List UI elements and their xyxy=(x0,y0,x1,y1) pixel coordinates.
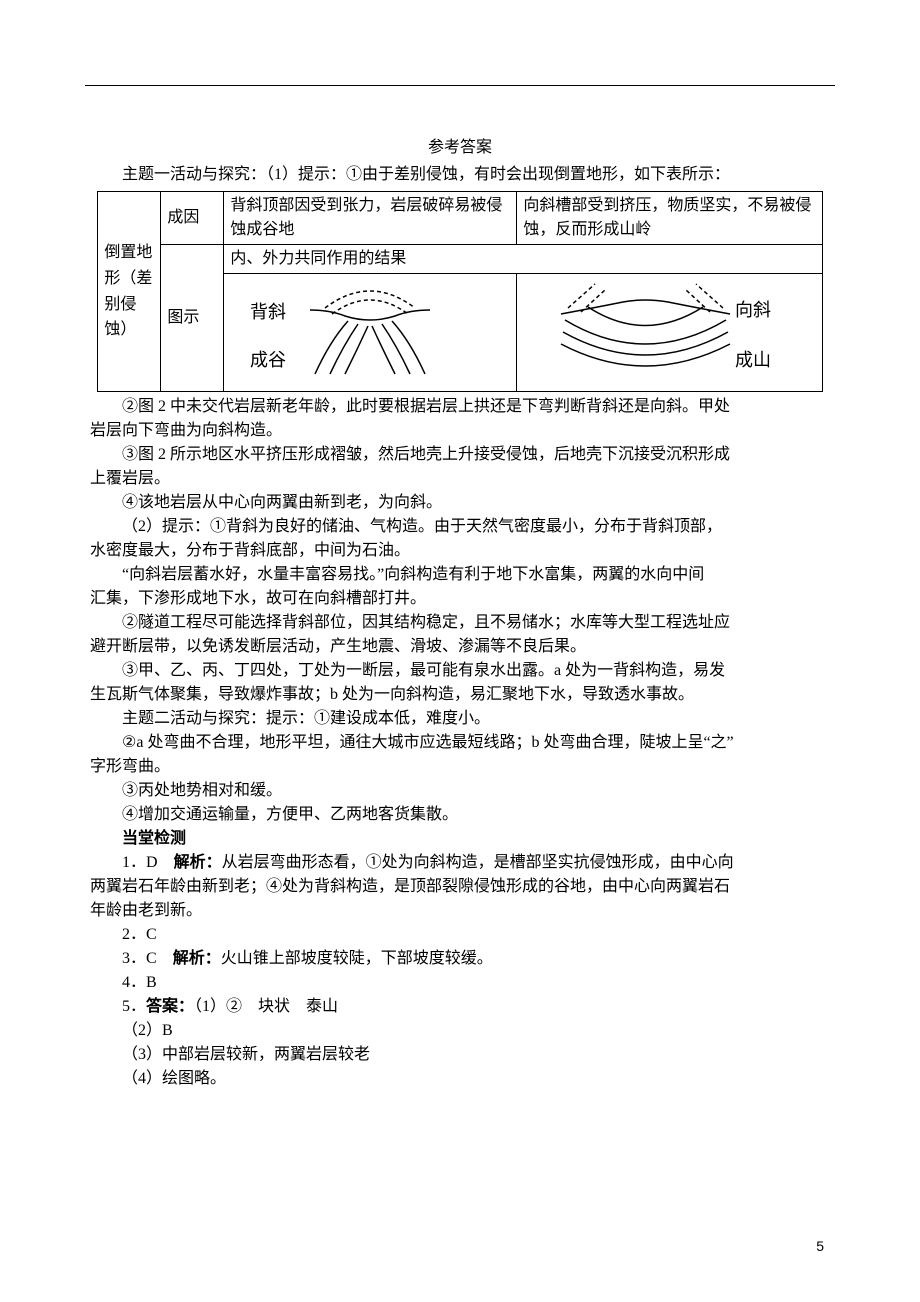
para-3b: 上覆岩层。 xyxy=(90,467,830,491)
syncline-label-1: 向斜 xyxy=(735,300,771,320)
answer-2: 2．C xyxy=(90,923,830,947)
header-rule xyxy=(85,85,835,86)
syncline-diagram: 向斜 成山 xyxy=(517,274,822,392)
answer-1a: 1．D 解析：从岩层弯曲形态看，①处为向斜构造，是槽部坚实抗侵蚀形成，由中心向 xyxy=(90,851,830,875)
para-6a: “向斜岩层蓄水好，水量丰富容易找。”向斜构造有利于地下水富集，两翼的水向中间 xyxy=(90,563,830,587)
para-5b: 水密度最大，分布于背斜底部，中间为石油。 xyxy=(90,539,830,563)
merged-caption: 内、外力共同作用的结果 xyxy=(224,245,822,274)
anticline-diagram: 背斜 成谷 xyxy=(224,274,517,392)
para-12: ④增加交通运输量，方便甲、乙两地客货集散。 xyxy=(90,803,830,827)
para-3a: ③图 2 所示地区水平挤压形成褶皱，然后地壳上升接受侵蚀，后地壳下沉接受沉积形成 xyxy=(90,443,830,467)
page-number: 5 xyxy=(816,1236,824,1257)
answer-1c: 年龄由老到新。 xyxy=(90,899,830,923)
row-header: 倒置地形（差别侵蚀） xyxy=(98,192,161,392)
anticline-label-1: 背斜 xyxy=(250,302,286,322)
cause-left: 背斜顶部因受到张力，岩层破碎易被侵蚀成谷地 xyxy=(224,192,517,245)
syncline-label-2: 成山 xyxy=(735,350,771,370)
diagram-label: 图示 xyxy=(161,245,224,392)
anticline-label-2: 成谷 xyxy=(250,350,286,370)
answer-5: 5．答案：（1）② 块状 泰山 xyxy=(90,995,830,1019)
para-8b: 生瓦斯气体聚集，导致爆炸事故；b 处为一向斜构造，易汇聚地下水，导致透水事故。 xyxy=(90,683,830,707)
syncline-svg: 向斜 成山 xyxy=(523,276,793,381)
para-8a: ③甲、乙、丙、丁四处，丁处为一断层，最可能有泉水出露。a 处为一背斜构造，易发 xyxy=(90,659,830,683)
answer-5-2: （2）B xyxy=(90,1019,830,1043)
para-10a: ②a 处弯曲不合理，地形平坦，通往大城市应选最短线路；b 处弯曲合理，陡坡上呈“… xyxy=(90,731,830,755)
answer-4: 4．B xyxy=(90,971,830,995)
para-7a: ②隧道工程尽可能选择背斜部位，因其结构稳定，且不易储水；水库等大型工程选址应 xyxy=(90,611,830,635)
para-2a: ②图 2 中未交代岩层新老年龄，此时要根据岩层上拱还是下弯判断背斜还是向斜。甲处 xyxy=(90,395,830,419)
para-4: ④该地岩层从中心向两翼由新到老，为向斜。 xyxy=(90,491,830,515)
answer-5-4: （4）绘图略。 xyxy=(90,1067,830,1091)
para-10b: 字形弯曲。 xyxy=(90,755,830,779)
topography-table: 倒置地形（差别侵蚀） 成因 背斜顶部因受到张力，岩层破碎易被侵蚀成谷地 向斜槽部… xyxy=(97,191,822,392)
answer-1b: 两翼岩石年龄由新到老；④处为背斜构造，是顶部裂隙侵蚀形成的谷地，由中心向两翼岩石 xyxy=(90,875,830,899)
exam-heading: 当堂检测 xyxy=(90,827,830,851)
para-9: 主题二活动与探究：提示：①建设成本低，难度小。 xyxy=(90,707,830,731)
para-7b: 避开断层带，以免诱发断层活动，产生地震、滑坡、渗漏等不良后果。 xyxy=(90,635,830,659)
answer-3: 3．C 解析：火山锥上部坡度较陡，下部坡度较缓。 xyxy=(90,947,830,971)
cause-label: 成因 xyxy=(161,192,224,245)
intro-text: 主题一活动与探究：（1）提示：①由于差别侵蚀，有时会出现倒置地形，如下表所示： xyxy=(90,163,830,187)
para-11: ③丙处地势相对和缓。 xyxy=(90,779,830,803)
answer-5-3: （3）中部岩层较新，两翼岩层较老 xyxy=(90,1043,830,1067)
para-6b: 汇集，下渗形成地下水，故可在向斜槽部打井。 xyxy=(90,587,830,611)
para-2b: 岩层向下弯曲为向斜构造。 xyxy=(90,419,830,443)
para-5a: （2）提示：①背斜为良好的储油、气构造。由于天然气密度最小，分布于背斜顶部， xyxy=(90,515,830,539)
page-title: 参考答案 xyxy=(90,136,830,160)
anticline-svg: 背斜 成谷 xyxy=(230,276,490,381)
cause-right: 向斜槽部受到挤压，物质坚实，不易被侵蚀，反而形成山岭 xyxy=(517,192,822,245)
